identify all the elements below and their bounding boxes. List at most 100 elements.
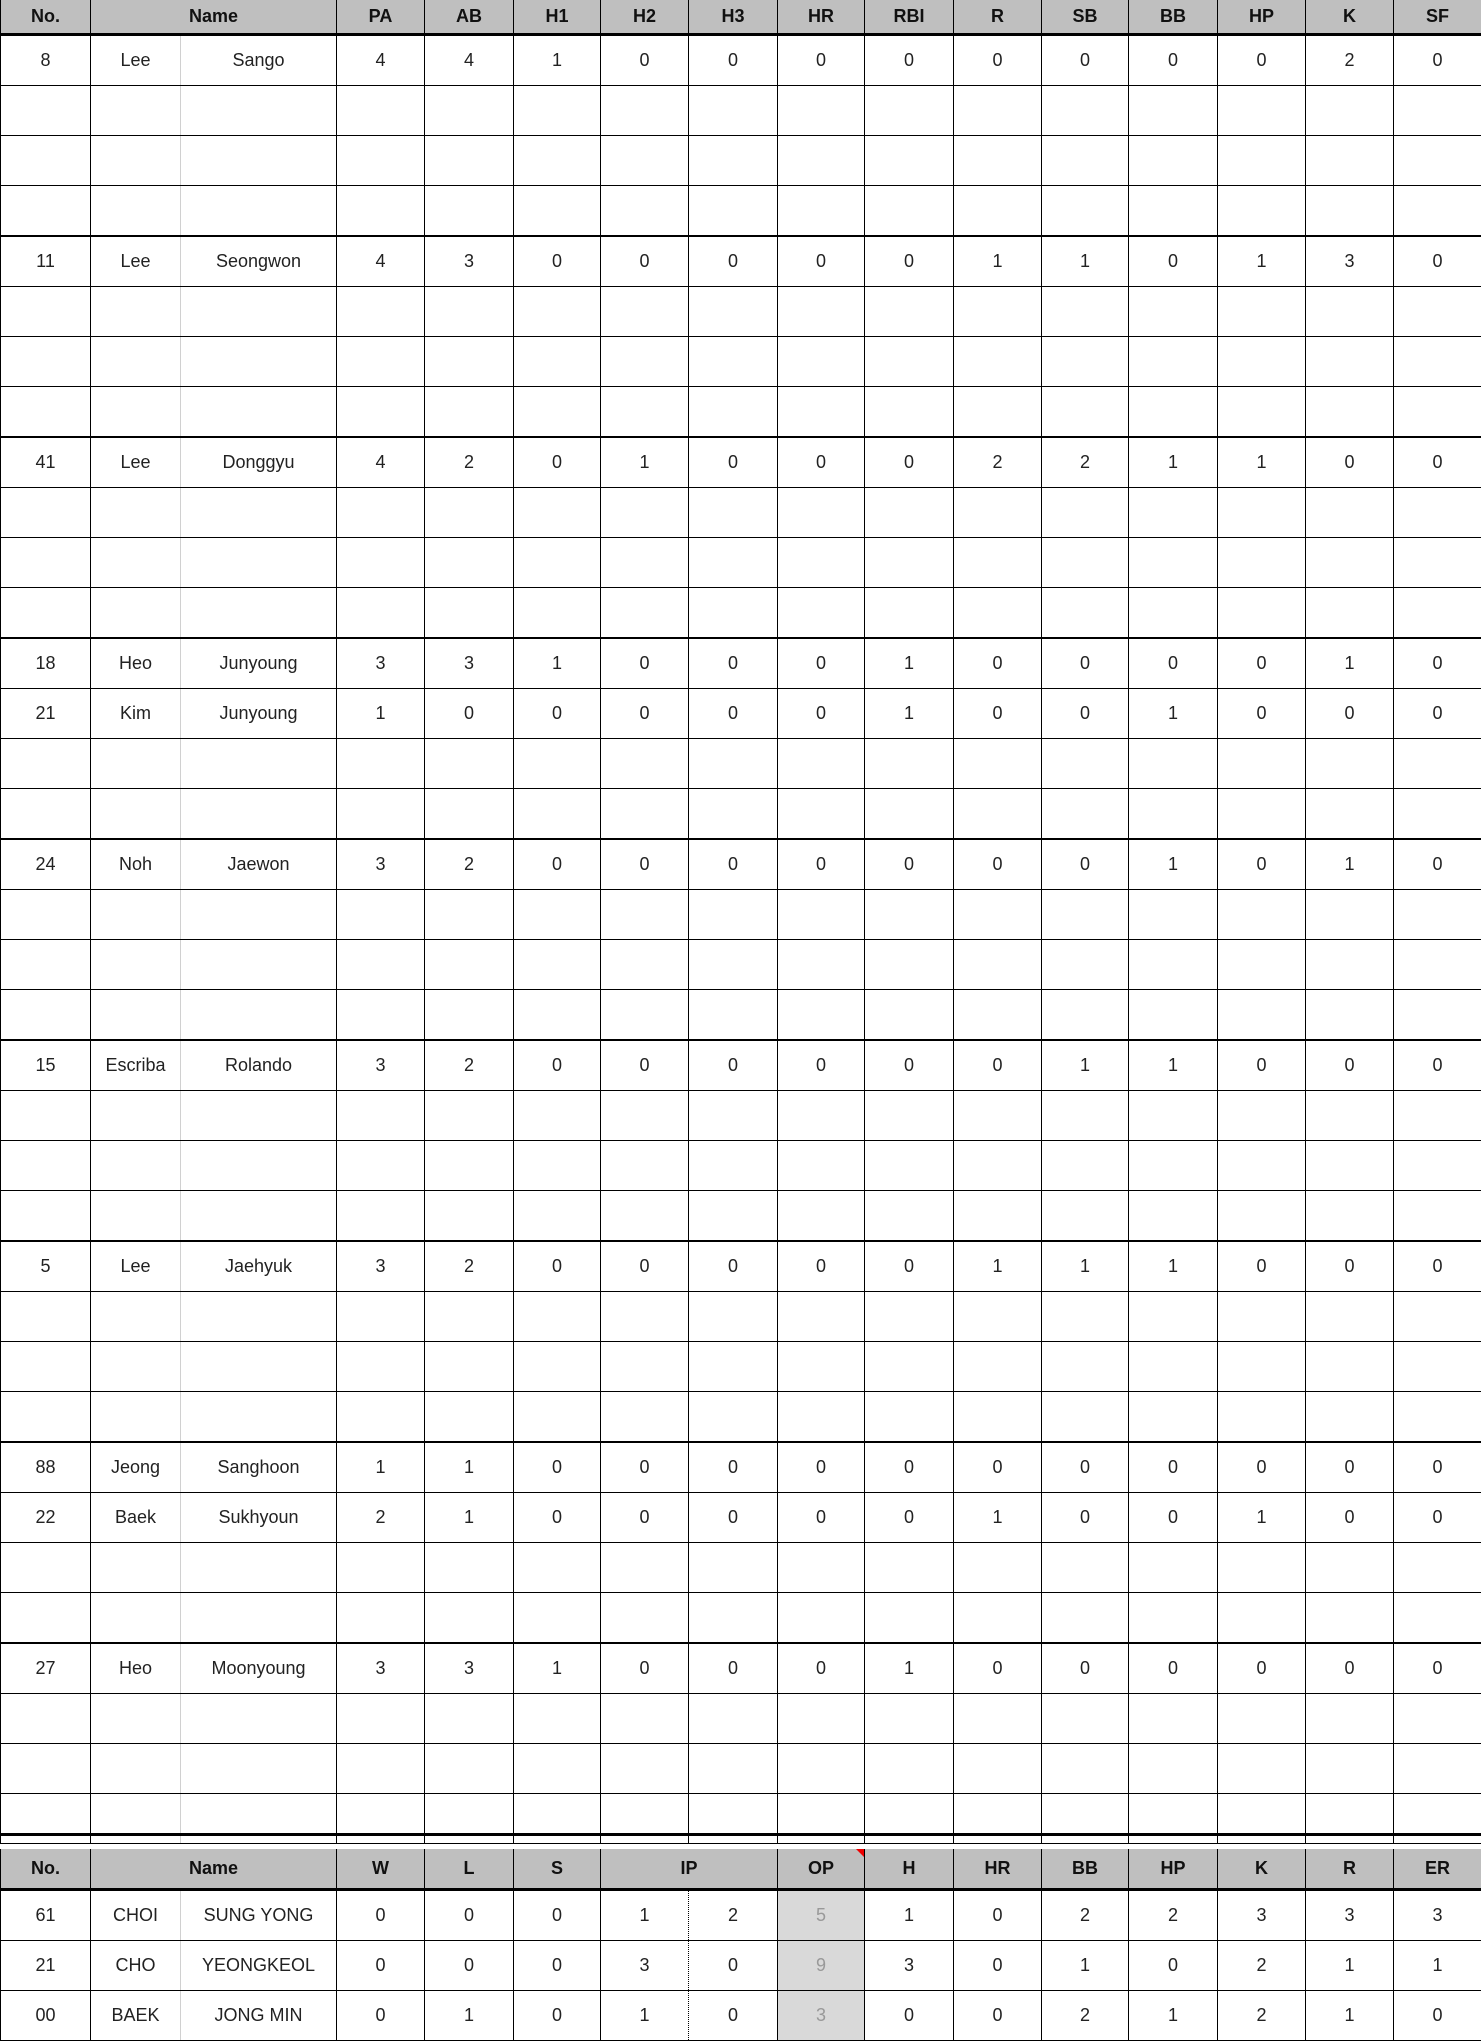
cell-h1[interactable]: 0 <box>513 838 601 890</box>
cell-ip-innings[interactable]: 1 <box>600 1990 689 2041</box>
cell-sf[interactable]: 0 <box>1393 1642 1481 1694</box>
cell-hp[interactable] <box>1217 1090 1306 1141</box>
cell-first-name[interactable] <box>180 788 337 840</box>
cell-h1[interactable] <box>513 537 601 588</box>
cell-bb[interactable] <box>1128 738 1218 789</box>
cell-hp[interactable]: 1 <box>1217 235 1306 287</box>
cell-r[interactable] <box>953 889 1042 940</box>
cell-rbi[interactable] <box>864 185 954 237</box>
cell-hp[interactable] <box>1217 989 1306 1041</box>
cell-h3[interactable]: 0 <box>688 1039 778 1091</box>
cell-h3[interactable]: 0 <box>688 688 778 739</box>
cell-h1[interactable] <box>513 1291 601 1342</box>
cell-no[interactable]: 61 <box>0 1889 91 1941</box>
cell-h3[interactable] <box>688 85 778 136</box>
cell-hr[interactable] <box>777 1291 865 1342</box>
cell-hr[interactable]: 0 <box>777 838 865 890</box>
cell-s[interactable]: 0 <box>513 1990 601 2041</box>
cell-bb[interactable]: 0 <box>1128 637 1218 689</box>
cell-hp[interactable]: 1 <box>1128 1990 1219 2041</box>
cell-last-name[interactable] <box>90 1592 181 1644</box>
cell-last-name[interactable]: CHO <box>90 1940 181 1991</box>
cell-hp[interactable]: 0 <box>1217 637 1306 689</box>
cell-first-name[interactable]: JONG MIN <box>180 1990 337 2041</box>
cell-hp[interactable] <box>1217 939 1306 990</box>
cell-h2[interactable] <box>600 989 689 1041</box>
cell-bb[interactable]: 1 <box>1128 688 1218 739</box>
cell-h3[interactable] <box>688 788 778 840</box>
cell-bb[interactable]: 1 <box>1041 1940 1130 1991</box>
cell-no[interactable] <box>0 1140 91 1191</box>
cell-first-name[interactable] <box>180 587 337 639</box>
cell-h2[interactable] <box>600 1592 689 1644</box>
cell-pa[interactable]: 3 <box>336 838 425 890</box>
cell-h3[interactable] <box>688 1090 778 1141</box>
cell-hp[interactable]: 0 <box>1217 838 1306 890</box>
cell-ab[interactable]: 3 <box>424 637 514 689</box>
cell-pa[interactable] <box>336 1190 425 1242</box>
cell-bb[interactable]: 1 <box>1128 838 1218 890</box>
cell-rbi[interactable] <box>864 788 954 840</box>
cell-r[interactable]: 1 <box>953 1492 1042 1543</box>
cell-sf[interactable]: 0 <box>1393 1492 1481 1543</box>
cell-pa[interactable] <box>336 386 425 438</box>
cell-no[interactable]: 22 <box>0 1492 91 1543</box>
cell-sb[interactable] <box>1041 286 1129 337</box>
cell-no[interactable]: 5 <box>0 1240 91 1292</box>
cell-ip-outs[interactable]: 0 <box>687 1940 779 1991</box>
cell-last-name[interactable]: Lee <box>90 436 181 488</box>
cell-rbi[interactable] <box>864 1592 954 1644</box>
cell-r[interactable] <box>953 1542 1042 1593</box>
cell-first-name[interactable]: Jaewon <box>180 838 337 890</box>
cell-h1[interactable] <box>513 1140 601 1191</box>
cell-sf[interactable] <box>1393 1090 1481 1141</box>
cell-s[interactable]: 0 <box>513 1889 601 1941</box>
cell-ab[interactable]: 2 <box>424 1240 514 1292</box>
cell-h1[interactable] <box>513 788 601 840</box>
cell-hp[interactable] <box>1217 537 1306 588</box>
cell-h2[interactable] <box>600 185 689 237</box>
cell-first-name[interactable] <box>180 286 337 337</box>
cell-hp[interactable] <box>1217 185 1306 237</box>
cell-sf[interactable] <box>1393 989 1481 1041</box>
cell-sf[interactable] <box>1393 939 1481 990</box>
cell-h1[interactable]: 0 <box>513 235 601 287</box>
cell-r[interactable] <box>953 989 1042 1041</box>
cell-hr[interactable]: 0 <box>777 637 865 689</box>
cell-ab[interactable]: 0 <box>424 688 514 739</box>
cell-k[interactable]: 0 <box>1305 436 1394 488</box>
cell-pa[interactable] <box>336 537 425 588</box>
cell-k[interactable]: 3 <box>1217 1889 1307 1941</box>
cell-rbi[interactable] <box>864 738 954 789</box>
cell-rbi[interactable]: 0 <box>864 33 954 86</box>
cell-pa[interactable] <box>336 1391 425 1443</box>
cell-h2[interactable] <box>600 1140 689 1191</box>
cell-ab[interactable]: 2 <box>424 838 514 890</box>
cell-no[interactable] <box>0 85 91 136</box>
cell-h[interactable]: 3 <box>864 1940 955 1991</box>
cell-h1[interactable] <box>513 336 601 387</box>
cell-r[interactable] <box>953 1090 1042 1141</box>
cell-r[interactable]: 0 <box>953 1441 1042 1493</box>
cell-bb[interactable]: 0 <box>1128 1441 1218 1493</box>
cell-no[interactable] <box>0 1542 91 1593</box>
cell-h3[interactable] <box>688 738 778 789</box>
cell-no[interactable] <box>0 1743 91 1794</box>
cell-pa[interactable]: 3 <box>336 1642 425 1694</box>
cell-rbi[interactable] <box>864 336 954 387</box>
cell-no[interactable] <box>0 336 91 387</box>
cell-first-name[interactable] <box>180 1542 337 1593</box>
cell-r[interactable] <box>953 135 1042 186</box>
cell-bb[interactable] <box>1128 135 1218 186</box>
cell-hr[interactable] <box>777 1542 865 1593</box>
cell-hr[interactable] <box>777 386 865 438</box>
cell-first-name[interactable] <box>180 1743 337 1794</box>
cell-h2[interactable]: 0 <box>600 1441 689 1493</box>
cell-last-name[interactable] <box>90 587 181 639</box>
cell-ab[interactable] <box>424 738 514 789</box>
cell-hp[interactable] <box>1217 1592 1306 1644</box>
cell-r[interactable]: 0 <box>953 1039 1042 1091</box>
cell-op[interactable]: 9 <box>777 1940 866 1991</box>
cell-hr[interactable] <box>777 1743 865 1794</box>
cell-hr[interactable]: 0 <box>777 33 865 86</box>
